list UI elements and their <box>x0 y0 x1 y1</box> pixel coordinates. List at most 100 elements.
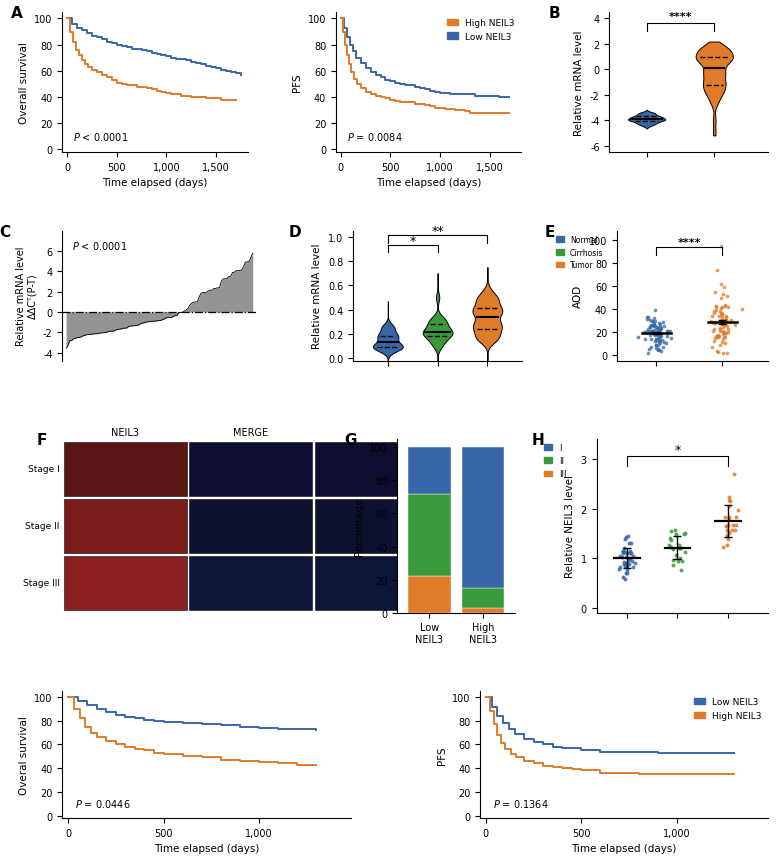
Point <box>672 539 685 553</box>
Point <box>709 329 722 343</box>
Point <box>623 554 636 567</box>
Point <box>721 529 733 542</box>
Point <box>722 512 735 526</box>
Point <box>618 542 630 555</box>
Point <box>651 321 663 335</box>
Point <box>651 344 664 357</box>
Point <box>674 542 686 555</box>
Point <box>714 305 726 319</box>
Point <box>730 518 743 532</box>
Point <box>710 304 722 318</box>
Point <box>711 264 724 278</box>
Text: H: H <box>531 433 544 448</box>
Point <box>722 532 734 546</box>
Point <box>672 554 685 568</box>
Point <box>716 307 729 321</box>
Point <box>714 338 726 352</box>
Text: Stage II: Stage II <box>26 522 60 530</box>
Point <box>653 331 665 344</box>
Point <box>653 316 665 330</box>
Point <box>652 343 665 356</box>
Point <box>653 336 665 350</box>
Text: $\it{P}$ = 0.0446: $\it{P}$ = 0.0446 <box>75 797 130 809</box>
Point <box>714 302 727 316</box>
Point <box>654 330 667 344</box>
Point <box>619 560 631 573</box>
Point <box>729 319 741 333</box>
Point <box>713 310 725 324</box>
Point <box>710 301 722 315</box>
Y-axis label: PFS: PFS <box>437 746 446 764</box>
Point <box>646 319 658 332</box>
Point <box>647 315 659 329</box>
Text: *: * <box>410 235 416 248</box>
Point <box>718 326 730 340</box>
Point <box>654 318 666 331</box>
Point <box>732 504 745 517</box>
Point <box>626 554 638 568</box>
Point <box>648 318 661 331</box>
Point <box>653 344 665 357</box>
Point <box>641 325 654 338</box>
Point <box>621 546 633 560</box>
Point <box>654 323 666 337</box>
Legend: Normal, Cirrhosis, Tumor: Normal, Cirrhosis, Tumor <box>553 232 606 273</box>
Point <box>642 346 654 360</box>
Point <box>706 310 718 324</box>
Point <box>666 559 679 573</box>
Point <box>668 523 681 537</box>
Bar <box>314 499 438 554</box>
Point <box>723 315 736 329</box>
Point <box>709 331 722 345</box>
Point <box>644 328 657 342</box>
Point <box>648 327 661 341</box>
Point <box>618 555 630 569</box>
Y-axis label: Relative NEIL3 level: Relative NEIL3 level <box>565 474 575 578</box>
Point <box>719 311 732 325</box>
Point <box>649 334 661 348</box>
Point <box>712 329 725 343</box>
Point <box>712 346 725 360</box>
Point <box>723 511 736 524</box>
Point <box>719 319 732 333</box>
Point <box>624 545 636 559</box>
Point <box>661 330 673 344</box>
Point <box>654 323 666 337</box>
Point <box>659 338 672 351</box>
Point <box>665 332 677 346</box>
Point <box>617 545 629 559</box>
Point <box>722 300 735 314</box>
Point <box>667 554 679 567</box>
Point <box>643 325 655 338</box>
Text: $\it{P}$ = 0.0084: $\it{P}$ = 0.0084 <box>347 131 402 143</box>
Point <box>628 556 640 570</box>
Point <box>645 325 658 339</box>
Bar <box>408 577 451 613</box>
Point <box>625 547 637 561</box>
Point <box>715 313 728 327</box>
Point <box>717 327 729 341</box>
Point <box>619 573 631 586</box>
Point <box>712 330 725 344</box>
Bar <box>190 499 312 554</box>
Point <box>619 558 631 572</box>
Point <box>719 313 732 327</box>
Point <box>721 319 733 333</box>
Point <box>721 523 733 537</box>
Point <box>656 334 668 348</box>
Point <box>649 333 661 347</box>
Point <box>675 563 687 577</box>
Legend: Paratumor, Tumor: Paratumor, Tumor <box>778 15 780 43</box>
Point <box>640 332 652 346</box>
Text: D: D <box>289 225 301 239</box>
Point <box>723 527 736 541</box>
Point <box>617 546 629 560</box>
Point <box>715 314 728 328</box>
Point <box>722 518 735 532</box>
Point <box>648 313 661 326</box>
Point <box>708 304 721 318</box>
Point <box>721 520 733 534</box>
Point <box>715 277 728 291</box>
Text: $\it{P}$ < 0.0001: $\it{P}$ < 0.0001 <box>72 239 127 251</box>
Point <box>720 326 732 340</box>
